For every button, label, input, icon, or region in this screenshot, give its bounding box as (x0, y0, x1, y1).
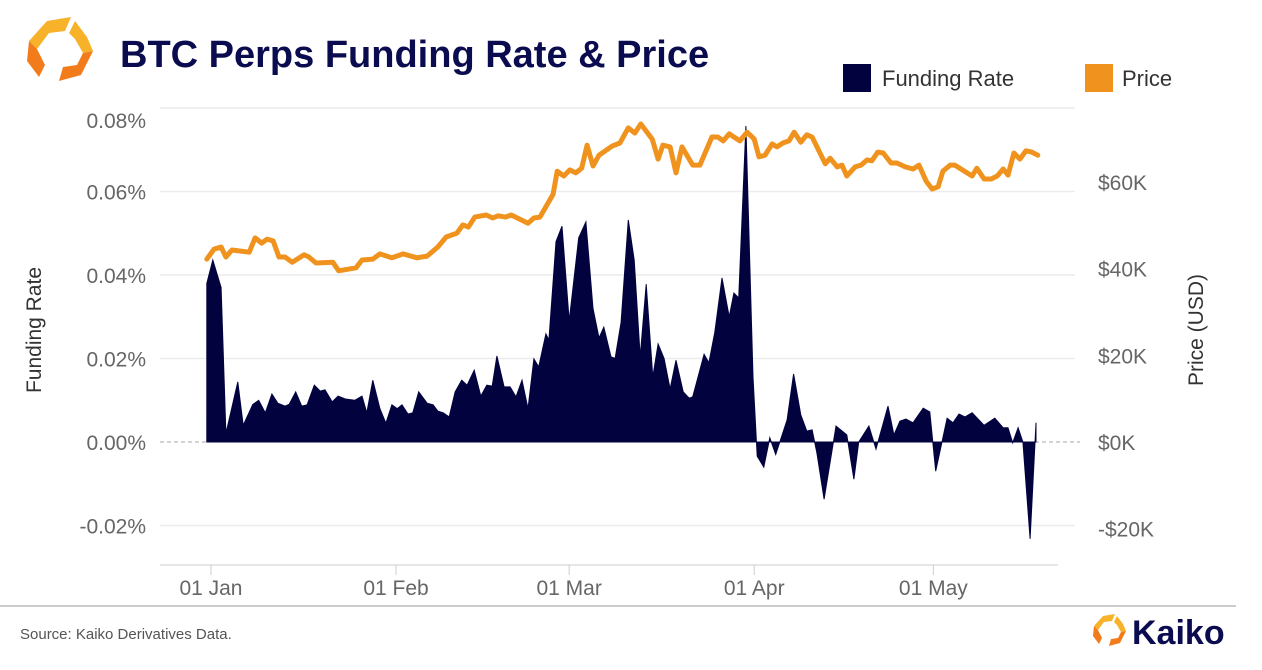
x-axis-tick-label: 01 Mar (536, 577, 601, 600)
right-axis-tick-label: $20K (1098, 345, 1147, 368)
funding-rate-area (206, 125, 1037, 539)
legend-label-price: Price (1122, 66, 1172, 91)
left-axis-tick-label: 0.06% (86, 182, 146, 205)
x-axis-tick-label: 01 May (899, 577, 968, 600)
left-axis-tick-label: 0.08% (86, 110, 146, 133)
plot-area (204, 121, 1041, 539)
left-axis-tick-label: -0.02% (79, 516, 146, 539)
right-axis-tick-label: $40K (1098, 259, 1147, 282)
axis-ticks: 0.08% 0.06% 0.04% 0.02% 0.00% -0.02% $60K $40K $… (79, 110, 1154, 600)
kaiko-brand-text: Kaiko (1132, 614, 1225, 652)
kaiko-logo-mark (27, 17, 93, 81)
legend-swatch-price (1085, 64, 1113, 92)
x-axis-tick-label: 01 Jan (179, 577, 242, 600)
legend: Funding Rate Price (843, 64, 1172, 92)
left-axis-tick-label: 0.04% (86, 265, 146, 288)
x-axis-tick-label: 01 Apr (724, 577, 785, 600)
left-axis-title: Funding Rate (23, 267, 46, 393)
left-axis-tick-label: 0.02% (86, 349, 146, 372)
x-axis-tick-label: 01 Feb (363, 577, 428, 600)
right-axis-tick-label: $0K (1098, 432, 1135, 455)
right-axis-title: Price (USD) (1185, 274, 1208, 386)
chart-title: BTC Perps Funding Rate & Price (120, 34, 709, 76)
legend-item-funding-rate[interactable]: Funding Rate (843, 64, 1014, 92)
right-axis-tick-label: $60K (1098, 172, 1147, 195)
right-axis-tick-label: -$20K (1098, 519, 1154, 542)
left-axis-tick-label: 0.00% (86, 432, 146, 455)
legend-item-price[interactable]: Price (1085, 64, 1172, 92)
kaiko-brand-logo (1093, 614, 1126, 646)
price-line (204, 121, 1041, 274)
legend-swatch-funding (843, 64, 871, 92)
source-note: Source: Kaiko Derivatives Data. (20, 626, 232, 643)
legend-label-funding: Funding Rate (882, 66, 1014, 91)
